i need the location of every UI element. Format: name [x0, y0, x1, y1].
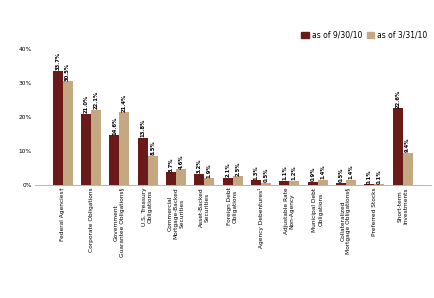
Bar	[289, 181, 299, 185]
Bar	[81, 114, 91, 185]
Bar	[307, 182, 317, 185]
Text: 21.4%: 21.4%	[122, 93, 127, 112]
Bar	[402, 153, 412, 185]
Bar	[119, 112, 129, 185]
Text: 3.2%: 3.2%	[197, 159, 201, 173]
Bar	[260, 183, 270, 185]
Bar	[176, 169, 186, 185]
Text: 21.0%: 21.0%	[83, 95, 89, 113]
Text: 1.1%: 1.1%	[281, 166, 286, 180]
Bar	[364, 184, 374, 185]
Bar	[222, 178, 232, 185]
Text: 1.3%: 1.3%	[253, 165, 258, 180]
Text: 8.5%: 8.5%	[150, 141, 155, 155]
Bar	[204, 178, 214, 185]
Bar	[374, 184, 383, 185]
Text: 0.1%: 0.1%	[376, 169, 381, 184]
Bar	[138, 138, 148, 185]
Bar	[194, 174, 204, 185]
Text: 0.9%: 0.9%	[309, 167, 315, 181]
Text: 33.7%: 33.7%	[55, 52, 60, 70]
Bar	[62, 81, 72, 185]
Text: 30.5%: 30.5%	[65, 63, 70, 81]
Text: 2.1%: 2.1%	[225, 162, 230, 177]
Text: 1.4%: 1.4%	[348, 165, 353, 179]
Bar	[148, 156, 157, 185]
Text: 4.6%: 4.6%	[178, 154, 183, 168]
Legend: as of 9/30/10, as of 3/31/10: as of 9/30/10, as of 3/31/10	[297, 28, 430, 43]
Bar	[335, 183, 345, 185]
Text: 1.9%: 1.9%	[207, 163, 211, 178]
Text: 1.2%: 1.2%	[291, 165, 296, 180]
Bar	[345, 180, 355, 185]
Bar	[279, 181, 289, 185]
Bar	[53, 71, 62, 185]
Text: 3.7%: 3.7%	[168, 157, 173, 172]
Bar	[91, 110, 101, 185]
Bar	[317, 180, 327, 185]
Text: 0.5%: 0.5%	[263, 168, 268, 182]
Text: 9.4%: 9.4%	[404, 138, 409, 152]
Text: 0.1%: 0.1%	[366, 169, 371, 184]
Text: 1.4%: 1.4%	[319, 165, 325, 179]
Text: 0.5%: 0.5%	[338, 168, 343, 182]
Bar	[232, 176, 242, 185]
Text: 14.6%: 14.6%	[112, 116, 117, 135]
Text: 13.8%: 13.8%	[140, 119, 145, 137]
Bar	[392, 108, 402, 185]
Text: 22.1%: 22.1%	[93, 91, 98, 109]
Bar	[166, 172, 176, 185]
Bar	[109, 135, 119, 185]
Text: 2.5%: 2.5%	[235, 161, 240, 176]
Bar	[250, 180, 260, 185]
Text: 22.6%: 22.6%	[395, 89, 399, 108]
